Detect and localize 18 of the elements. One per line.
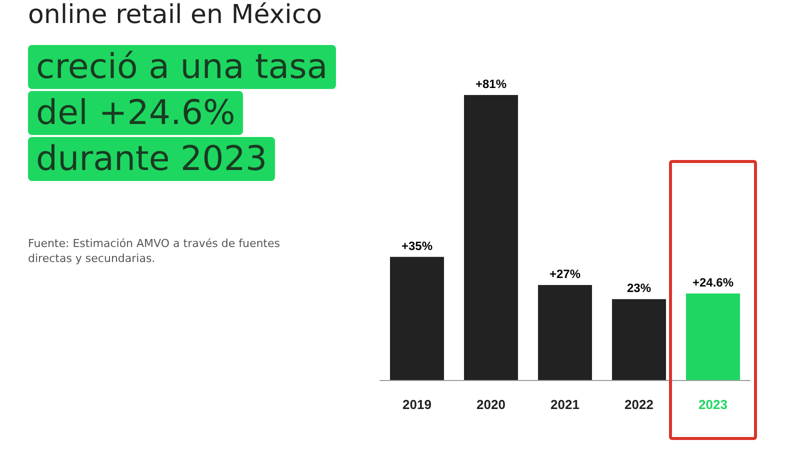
x-tick-label: 2019 xyxy=(402,397,432,412)
x-tick-label: 2020 xyxy=(476,397,506,412)
bar xyxy=(612,299,666,380)
data-label: +81% xyxy=(475,77,507,91)
x-tick-label: 2023 xyxy=(698,397,728,412)
data-label: +24.6% xyxy=(692,275,734,290)
data-label: 23% xyxy=(626,281,652,296)
bar xyxy=(390,256,444,380)
chart-title: online retail en México xyxy=(28,0,322,30)
chart-subtitle: creció a una tasa del +24.6% durante 2023 xyxy=(28,45,336,181)
bar xyxy=(686,293,740,380)
data-label: +27% xyxy=(549,267,581,281)
x-tick-label: 2022 xyxy=(624,397,654,412)
bar xyxy=(538,285,592,380)
source-note: Fuente: Estimación AMVO a través de fuentes directas y secundarias. xyxy=(28,236,281,266)
data-label: +35% xyxy=(401,238,433,253)
x-tick-label: 2021 xyxy=(550,397,580,412)
bar xyxy=(464,95,518,380)
